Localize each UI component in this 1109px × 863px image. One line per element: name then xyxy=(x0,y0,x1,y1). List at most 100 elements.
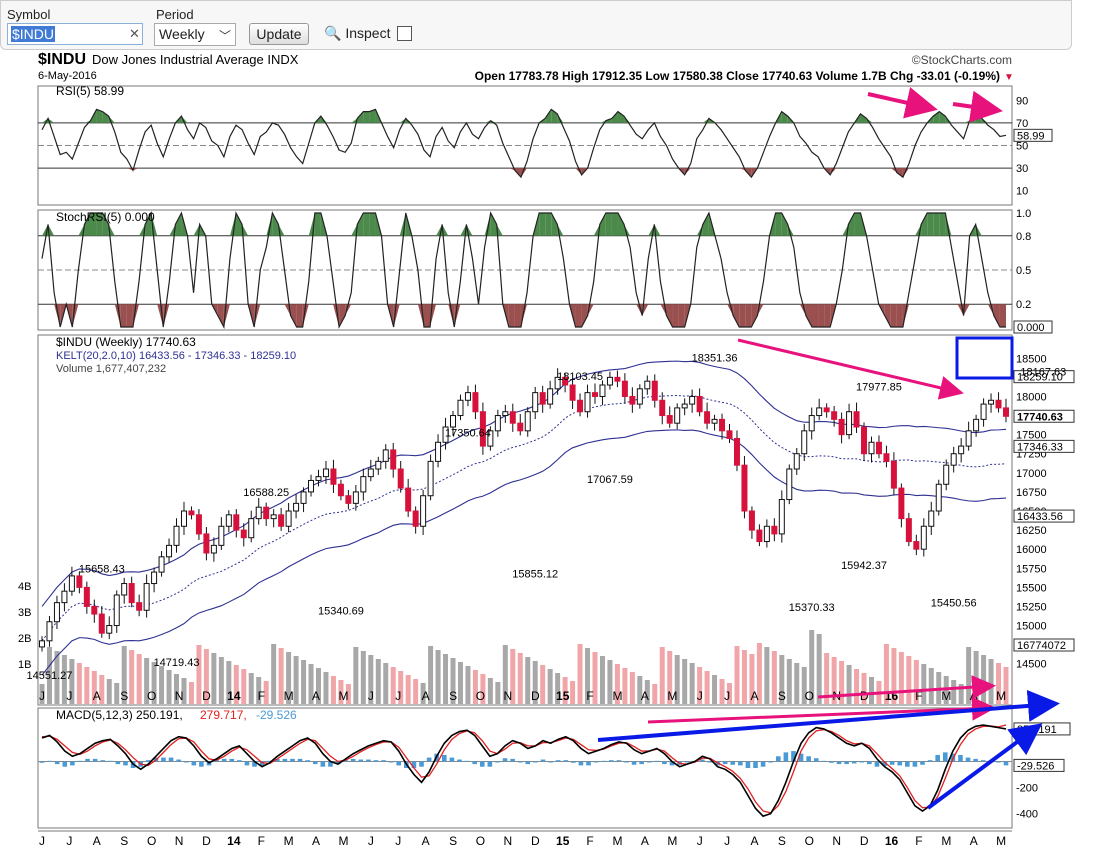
candle-body xyxy=(681,403,688,409)
y-tick-label: 15000 xyxy=(1016,621,1047,633)
x-tick-label: J xyxy=(66,834,72,848)
zone-fill xyxy=(939,111,946,123)
volume-bar xyxy=(697,667,703,704)
zone-fill xyxy=(733,304,740,327)
period-select[interactable]: Weekly xyxy=(154,23,236,46)
histogram-bar xyxy=(419,761,424,767)
volume-bar xyxy=(368,655,374,704)
histogram-bar xyxy=(237,760,242,762)
zone-fill xyxy=(90,213,97,236)
x-tick-label: M xyxy=(284,834,294,848)
candle-body xyxy=(509,411,516,424)
zone-fill xyxy=(175,213,182,236)
volume-bar xyxy=(861,673,867,704)
volume-bar xyxy=(450,658,456,704)
histogram-bar xyxy=(502,758,508,762)
volume-bar xyxy=(712,675,718,704)
inspect-checkbox[interactable] xyxy=(397,26,412,41)
histogram-bar xyxy=(388,761,394,763)
volume-bar xyxy=(218,657,224,704)
zone-fill xyxy=(302,304,309,327)
x-tick-label: M xyxy=(284,689,294,703)
candle-body xyxy=(158,556,165,573)
histogram-bar xyxy=(145,760,151,762)
histogram-bar xyxy=(487,761,493,767)
price-annotation: 16588.25 xyxy=(243,487,289,499)
histogram-bar xyxy=(958,754,963,762)
candle-body xyxy=(53,602,60,623)
histogram-bar xyxy=(942,752,948,762)
candle-body xyxy=(143,583,150,611)
volume-bar xyxy=(256,677,262,704)
chevron-down-icon[interactable]: ﹀ xyxy=(219,29,232,43)
zone-fill xyxy=(102,111,109,123)
zone-fill xyxy=(775,213,782,236)
kelt-upper-band xyxy=(41,360,1007,607)
histogram-bar xyxy=(510,758,515,762)
volume-bar xyxy=(659,647,665,704)
zone-fill xyxy=(884,304,891,327)
x-tick-label: O xyxy=(805,689,814,703)
y-tick-label: 30 xyxy=(1016,163,1028,175)
volume-bar xyxy=(301,660,307,704)
volume-bar xyxy=(487,678,493,704)
volume-bar xyxy=(898,652,904,704)
histogram-bar xyxy=(730,761,736,765)
candle-body xyxy=(659,399,666,417)
clear-icon[interactable]: ✕ xyxy=(129,26,140,41)
x-tick-label: D xyxy=(860,689,869,703)
symbol-value[interactable]: $INDU xyxy=(11,26,56,42)
histogram-bar xyxy=(320,761,326,767)
x-tick-label: J xyxy=(697,834,703,848)
x-tick-label: J xyxy=(724,689,730,703)
price-annotation: 18103.45 xyxy=(557,371,603,383)
histogram-bar xyxy=(366,759,371,762)
zone-fill xyxy=(696,224,703,236)
histogram-bar xyxy=(358,759,364,762)
zone-fill xyxy=(266,213,273,236)
histogram-bar xyxy=(859,761,865,763)
histogram-bar xyxy=(889,761,895,765)
histogram-bar xyxy=(115,761,121,765)
blue-arrow xyxy=(597,689,1060,742)
volume-bar xyxy=(443,654,449,704)
volume-bar xyxy=(360,651,366,704)
histogram-bar xyxy=(783,752,789,762)
histogram-bar xyxy=(563,760,569,762)
zone-fill xyxy=(242,224,249,236)
x-tick-label: O xyxy=(805,834,814,848)
x-tick-label: M xyxy=(667,689,677,703)
x-tick-label: 16 xyxy=(885,834,899,848)
histogram-bar xyxy=(472,761,477,765)
zone-fill xyxy=(290,304,297,327)
zone-fill xyxy=(514,304,521,327)
histogram-bar xyxy=(350,758,356,762)
candle-body xyxy=(726,430,733,439)
brand-label: ©StockCharts.com xyxy=(912,53,1012,67)
inspect-toggle[interactable]: 🔍 Inspect xyxy=(324,25,390,42)
volume-bar xyxy=(824,653,830,704)
candle-body xyxy=(121,583,128,596)
histogram-bar xyxy=(639,761,644,765)
histogram-bar xyxy=(1003,761,1009,766)
x-tick-label: A xyxy=(970,834,978,848)
y-tick-label: 50 xyxy=(1016,141,1028,153)
update-button[interactable]: Update xyxy=(249,23,309,45)
x-tick-label: F xyxy=(915,834,922,848)
macd-signal-legend: 279.717, xyxy=(200,708,247,722)
x-tick-label: M xyxy=(941,689,951,703)
x-tick-label: M xyxy=(613,689,623,703)
volume-bar xyxy=(734,646,740,704)
zone-fill xyxy=(575,304,582,327)
zone-fill xyxy=(490,213,497,236)
volume-bar xyxy=(383,663,389,704)
candle-body xyxy=(420,495,427,527)
candle-body xyxy=(442,426,449,443)
volume-bar xyxy=(39,684,45,704)
histogram-bar xyxy=(548,761,553,763)
volume-tag-box xyxy=(1013,638,1075,652)
candle-body xyxy=(816,407,823,417)
zone-fill xyxy=(454,304,461,327)
volume-bar xyxy=(585,648,591,704)
volume-bar xyxy=(727,683,733,704)
